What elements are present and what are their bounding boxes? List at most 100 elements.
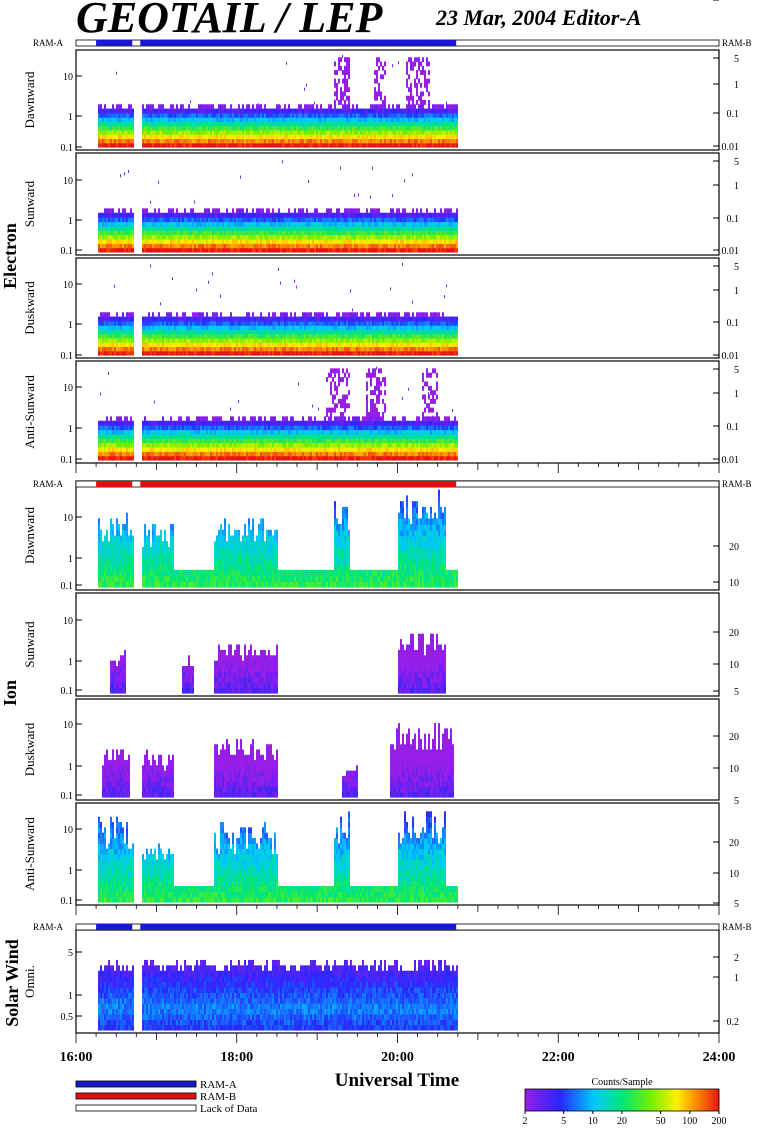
ram-coverage-segment	[96, 40, 133, 46]
heatmap	[98, 262, 458, 356]
left-tick-label: 0.1	[61, 581, 74, 592]
ram-coverage-segment	[96, 481, 133, 487]
heatmap	[110, 633, 446, 694]
colorbar-tick-label: 20	[617, 1116, 627, 1127]
right-tick-label: 0.1	[727, 109, 740, 120]
ram-b-label: RAM-B	[722, 38, 752, 48]
panel-ion-antisunward: Anti-Sunward 10 1 0.1 20 10 5	[22, 802, 739, 910]
left-tick-label: 1	[68, 991, 73, 1002]
panel-ion-dawnward: Dawnward 10 1 0.1 20 10 5	[22, 0, 739, 592]
right-tick-label: 5	[734, 262, 739, 273]
left-tick-label: 1	[68, 216, 73, 227]
panel-ion-duskward: Duskward 10 1 0.1 20 10 5	[22, 698, 739, 807]
right-tick-label: 0.1	[727, 318, 740, 329]
panel-electron-antisunward: Anti-Sunward 10 1 0.1 5 1 0.1 0.01	[22, 360, 740, 466]
right-tick-label: 5	[734, 157, 739, 168]
panel-ylabel: Sunward	[22, 621, 37, 668]
panel-frame	[75, 592, 720, 697]
left-tick-label: 1	[68, 762, 73, 773]
ram-coverage-segment	[96, 924, 133, 930]
right-tick-label: 0.2	[727, 1017, 740, 1028]
heatmap	[98, 54, 458, 148]
left-tick-label: 10	[63, 383, 73, 394]
left-tick-label: 10	[63, 720, 73, 731]
left-tick-label: 0.1	[61, 791, 74, 802]
panel-frame	[75, 152, 720, 256]
right-tick-label: 0.01	[722, 142, 740, 153]
ram-a-label: RAM-A	[33, 38, 64, 48]
left-tick-label: 10	[63, 513, 73, 524]
heatmap	[102, 723, 454, 798]
left-tick-label: 10	[63, 176, 73, 187]
left-tick-label: 1	[68, 112, 73, 123]
ram-a-label: RAM-A	[33, 479, 64, 489]
legend-label: RAM-A	[200, 1079, 237, 1091]
colorbar-tick-label: 200	[712, 1116, 727, 1127]
right-tick-label: 0.01	[722, 351, 740, 362]
right-tick-label: 10	[729, 764, 739, 775]
left-tick-label: 0.1	[61, 455, 74, 466]
right-tick-label: 2	[734, 953, 739, 964]
right-tick-label: 20	[729, 732, 739, 743]
right-tick-label: 1	[734, 389, 739, 400]
right-tick-label: 0.1	[727, 422, 740, 433]
x-tick-label: 24:00	[703, 1050, 736, 1065]
colorbar-tick-label: 2	[523, 1116, 528, 1127]
right-tick-label: 5	[734, 0, 739, 3]
right-tick-label: 1	[734, 973, 739, 984]
ram-b-label: RAM-B	[722, 922, 752, 932]
group-label-ion: Ion	[0, 680, 20, 706]
heatmap	[98, 489, 458, 588]
left-tick-label: 1	[68, 657, 73, 668]
left-tick-label: 10	[63, 616, 73, 627]
left-tick-label: 0.5	[61, 1012, 74, 1023]
colorbar-tick-label: 5	[561, 1116, 566, 1127]
right-tick-label: 5	[734, 365, 739, 376]
heatmap	[98, 366, 458, 461]
panel-ylabel: Duskward	[22, 722, 37, 776]
panel-ylabel: Omni.	[22, 965, 37, 998]
legend-label: Lack of Data	[200, 1103, 258, 1115]
panel-electron-dawnward: Dawnward 10 1 0.1 5 1 0.1 0.01	[22, 49, 740, 154]
right-tick-label: 5	[734, 54, 739, 65]
left-tick-label: 0.1	[61, 686, 74, 697]
right-tick-label: 5	[734, 796, 739, 807]
legend-swatch	[75, 1080, 197, 1088]
right-tick-label: 10	[729, 869, 739, 880]
left-tick-label: 0.1	[61, 246, 74, 257]
ram-mode-bar: RAM-A RAM-B	[33, 38, 752, 48]
colorbar: Counts/Sample 2 5 10 20 50 100 200	[523, 1077, 727, 1127]
left-tick-label: 5	[68, 948, 73, 959]
right-tick-label: 20	[729, 542, 739, 553]
heatmap	[98, 811, 458, 903]
panel-ylabel: Sunward	[22, 180, 37, 227]
group-label-electron: Electron	[0, 223, 20, 289]
left-tick-label: 0.1	[61, 351, 74, 362]
bottom-area: 16:00 18:00 20:00 22:00 24:00 Universal Time R…	[60, 1050, 736, 1127]
colorbar-title: Counts/Sample	[591, 1077, 653, 1088]
legend-label: RAM-B	[200, 1091, 236, 1103]
panel-electron-duskward: Duskward 10 1 0.1 5 1 0.1 0.01	[22, 257, 740, 362]
right-tick-label: 0.01	[722, 455, 740, 466]
panel-frame	[75, 257, 720, 359]
legend-swatch	[75, 1104, 197, 1112]
left-tick-label: 0.1	[61, 143, 74, 154]
right-tick-label: 10	[729, 660, 739, 671]
right-tick-label: 1	[734, 181, 739, 192]
right-tick-label: 1	[734, 80, 739, 91]
x-tick-label: 20:00	[381, 1050, 414, 1065]
panel-ylabel: Anti-Sunward	[22, 817, 37, 891]
colorbar-tick-label: 100	[682, 1116, 697, 1127]
panel-electron-sunward: Sunward 10 1 0.1 5 1 0.1 0.01	[22, 152, 739, 257]
panel-ylabel: Anti-Sunward	[22, 375, 37, 449]
heatmap	[98, 160, 458, 253]
panel-solar-wind-omni: Omni. 5 1 0.5 2 1 0.2	[22, 929, 740, 1034]
group-label-solar-wind: Solar Wind	[2, 939, 22, 1027]
ram-coverage-segment	[140, 40, 457, 46]
left-tick-label: 10	[63, 825, 73, 836]
right-tick-label: 1	[734, 286, 739, 297]
figure-title: GEOTAIL / LEP	[76, 0, 384, 42]
right-tick-label: 20	[729, 838, 739, 849]
panel-ylabel: Dawnward	[22, 506, 37, 564]
